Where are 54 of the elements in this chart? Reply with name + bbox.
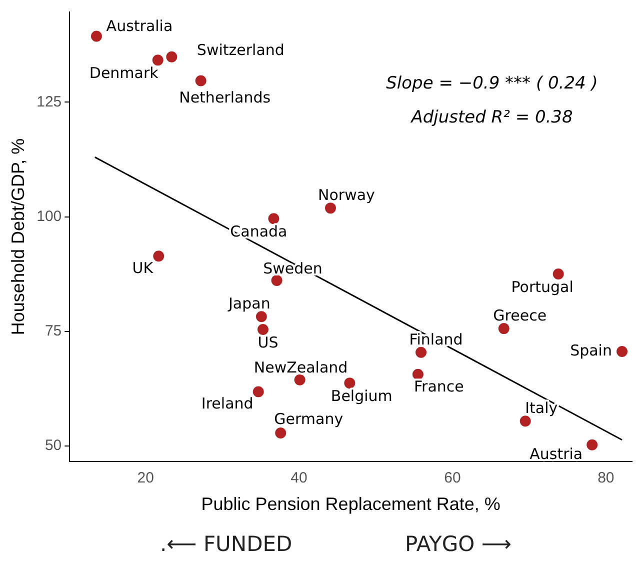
point [252,386,264,398]
annotation: Ireland [201,394,254,413]
point [271,274,282,286]
x-axis-title: Public Pension Replacement Rate, % [201,494,500,514]
x-tick-label: 40 [290,470,308,487]
point [294,374,306,386]
annotation: NewZealand [254,358,348,377]
annotation: Germany [274,410,344,428]
x-tick-label: 80 [598,470,614,487]
point [256,311,267,322]
annotation: Australia [106,17,173,36]
annotation: Canada [230,222,288,240]
annotation: Greece [493,306,547,324]
point [324,202,336,214]
y-tick-label: 75 [44,322,62,340]
y-tick-label: 50 [44,436,62,454]
annotation: Belgium [330,386,392,405]
annotation: Adjusted R² = 0.38 [410,107,573,128]
point [153,250,164,262]
point [586,439,598,450]
point [520,416,531,427]
text: PAYGO ⟶ [405,532,512,556]
annotation: Denmark [89,64,159,82]
point [152,54,164,66]
point [268,213,280,224]
annotation: Slope = −0.9 *** ( 0.24 ) [386,73,598,94]
point [616,346,628,357]
point [275,428,286,438]
annotation: Portugal [511,278,574,296]
point [416,346,427,358]
text: .⟵ FUNDED [160,532,292,556]
point [195,75,206,86]
point [257,324,268,335]
annotation: Austria [530,444,583,463]
annotation: Spain [570,341,612,360]
y-axis-title: Household Debt/GDP, % [8,138,28,336]
y-tick-label: 125 [36,93,62,110]
annotation: Switzerland [196,40,284,59]
annotation: UK [132,259,154,278]
point [166,51,178,62]
annotation: US [258,333,278,352]
point [90,30,102,42]
annotation: Netherlands [179,88,271,107]
point [498,323,510,334]
annotation: Norway [318,186,376,204]
point [552,268,564,280]
annotation: Japan [228,294,270,313]
annotation: France [414,377,464,396]
annotation: Italy [525,398,558,417]
x-tick-label: 60 [444,470,461,487]
x-tick-label: 20 [137,470,154,487]
point [344,378,356,389]
point [412,368,424,380]
y-tick-label: 100 [36,208,62,225]
